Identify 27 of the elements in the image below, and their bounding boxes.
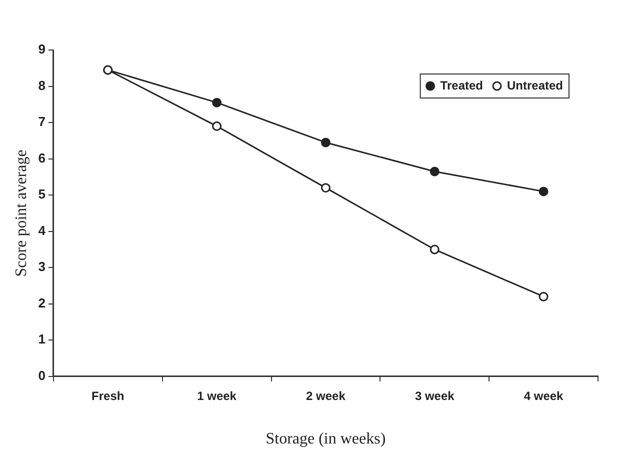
point bbox=[430, 244, 440, 254]
y-tick-label: 4 bbox=[38, 222, 46, 238]
point bbox=[212, 98, 222, 108]
y-tick-label: 2 bbox=[38, 295, 46, 310]
y-tick-label: 0 bbox=[38, 368, 46, 383]
y-axis-title: Score point average bbox=[12, 150, 30, 277]
x-tick-label: 3 week bbox=[414, 388, 455, 403]
point bbox=[212, 121, 222, 131]
x-axis-title: Storage (in weeks) bbox=[266, 430, 386, 448]
y-tick-label: 1 bbox=[38, 332, 46, 347]
y-tick-label: 6 bbox=[38, 150, 46, 166]
x-tick-label: Fresh bbox=[92, 388, 124, 403]
y-tick-label: 5 bbox=[38, 186, 46, 202]
y-tick-label: 8 bbox=[38, 78, 46, 93]
point bbox=[538, 292, 548, 302]
x-tick-label: 2 week bbox=[306, 388, 346, 403]
point bbox=[320, 138, 330, 148]
legend-label: Untreated bbox=[506, 78, 564, 92]
point bbox=[430, 166, 440, 176]
y-tick-label: 9 bbox=[38, 42, 46, 57]
y-tick-label: 7 bbox=[38, 114, 46, 130]
legend-label: Treated bbox=[440, 78, 483, 92]
x-tick-label: 4 week bbox=[524, 388, 564, 403]
x-tick-label: 1 week bbox=[197, 388, 237, 403]
point bbox=[538, 186, 548, 196]
y-tick-label: 3 bbox=[38, 259, 46, 274]
point bbox=[320, 183, 330, 193]
